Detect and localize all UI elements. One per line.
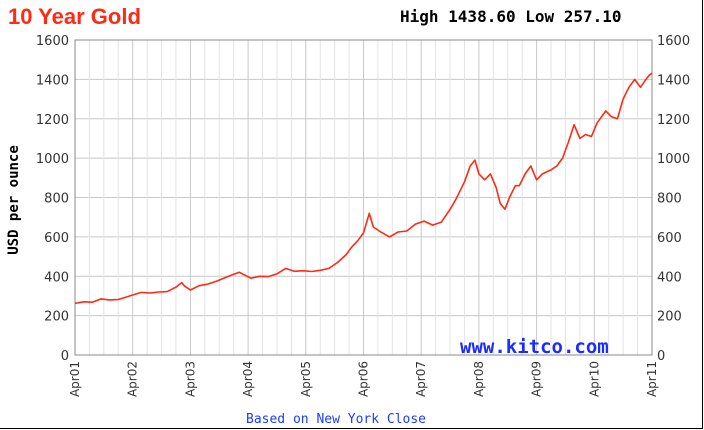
x-tick-label: Apr03	[183, 361, 197, 397]
y-tick-label-right: 1200	[657, 113, 690, 128]
high-low-readout: High 1438.60 Low 257.10	[400, 7, 622, 26]
y-tick-label-right: 1400	[657, 73, 690, 88]
y-tick-label-left: 1000	[36, 152, 69, 167]
y-tick-label-left: 600	[44, 231, 69, 246]
y-tick-label-right: 0	[657, 349, 665, 364]
x-tick-label: Apr04	[241, 361, 255, 397]
x-tick-label: Apr01	[68, 361, 82, 397]
y-tick-label-right: 600	[657, 231, 682, 246]
y-tick-label-right: 1600	[657, 34, 690, 49]
kitco-watermark: www.kitco.com	[460, 336, 609, 358]
y-tick-label-left: 1200	[36, 113, 69, 128]
y-tick-label-left: 800	[44, 192, 69, 207]
y-tick-label-left: 1400	[36, 73, 69, 88]
x-tick-label: Apr11	[645, 361, 659, 397]
x-tick-label: Apr07	[414, 361, 428, 397]
y-tick-label-right: 400	[657, 270, 682, 285]
y-tick-label-left: 1600	[36, 34, 69, 49]
x-tick-label: Apr05	[299, 361, 313, 397]
y-tick-label-left: 200	[44, 310, 69, 325]
y-tick-label-right: 200	[657, 310, 682, 325]
x-tick-label: Apr09	[530, 361, 544, 397]
plot-border	[74, 39, 653, 356]
gold-price-line	[74, 72, 653, 305]
x-tick-label: Apr02	[126, 361, 140, 397]
x-tick-label: Apr06	[357, 361, 371, 397]
x-tick-label: Apr08	[472, 361, 486, 397]
x-axis-footer-note: Based on New York Close	[246, 412, 427, 427]
y-tick-label-left: 0	[61, 349, 69, 364]
chart-title: 10 Year Gold	[8, 4, 141, 29]
y-tick-label-right: 800	[657, 192, 682, 207]
y-tick-label-right: 1000	[657, 152, 690, 167]
x-tick-label: Apr10	[587, 361, 601, 397]
y-tick-label-left: 400	[44, 270, 69, 285]
